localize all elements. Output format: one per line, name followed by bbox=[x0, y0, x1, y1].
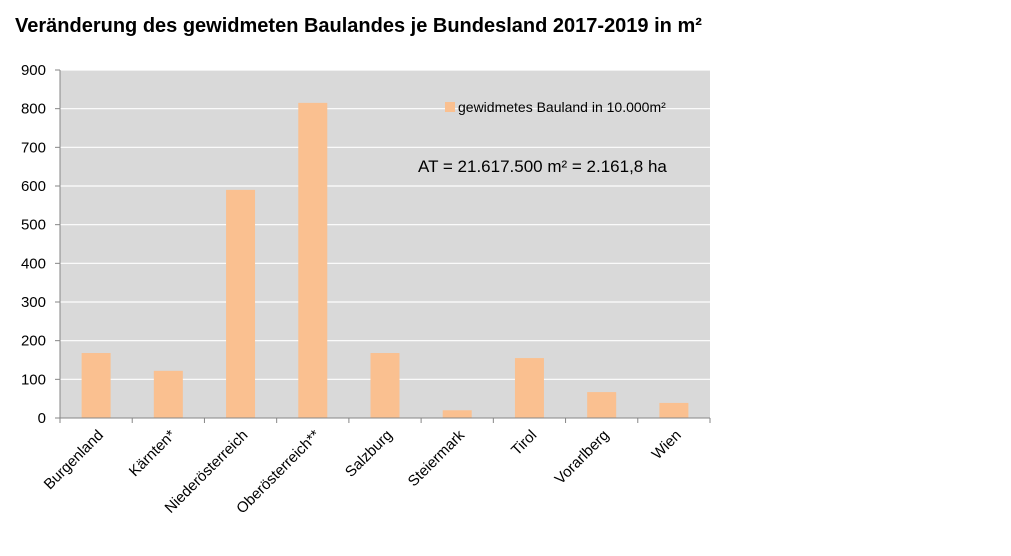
bar bbox=[298, 102, 328, 418]
y-tick-label: 0 bbox=[38, 410, 46, 427]
x-category-labels: Burgenland Kärnten*NiederösterreichOberös… bbox=[41, 426, 685, 517]
bar bbox=[81, 353, 111, 418]
legend-swatch bbox=[445, 102, 455, 112]
total-annotation: AT = 21.617.500 m² = 2.161,8 ha bbox=[418, 157, 667, 176]
x-category-label: Steiermark bbox=[405, 426, 469, 490]
x-category-label: Burgenland bbox=[41, 427, 107, 493]
axes bbox=[55, 69, 711, 423]
bar bbox=[442, 410, 472, 418]
x-category-label: Kärnten* bbox=[126, 427, 179, 480]
y-tick-label: 700 bbox=[21, 139, 46, 156]
bar bbox=[514, 358, 544, 418]
y-tick-label: 800 bbox=[21, 101, 46, 118]
bar bbox=[587, 392, 617, 418]
bar bbox=[226, 189, 256, 418]
legend-label: gewidmetes Bauland in 10.000m² bbox=[458, 99, 666, 115]
x-category-label: Salzburg bbox=[342, 427, 396, 481]
bar bbox=[153, 370, 183, 418]
y-tick-label: 200 bbox=[21, 333, 46, 350]
y-tick-label: 100 bbox=[21, 371, 46, 388]
x-category-label: Tirol bbox=[508, 427, 540, 459]
bar bbox=[659, 402, 689, 418]
bars bbox=[81, 102, 689, 418]
bar bbox=[370, 353, 400, 418]
legend: gewidmetes Bauland in 10.000m² bbox=[445, 99, 666, 115]
y-tick-label: 400 bbox=[21, 255, 46, 272]
x-category-label: Wien bbox=[649, 427, 685, 463]
y-tick-label: 900 bbox=[21, 62, 46, 79]
x-category-label: Vorarlberg bbox=[552, 427, 613, 488]
y-tick-label: 500 bbox=[21, 217, 46, 234]
y-tick-label: 600 bbox=[21, 178, 46, 195]
chart-title: Veränderung des gewidmeten Baulandes je … bbox=[15, 15, 702, 37]
y-tick-labels: 0 100 200 300 400 500 600 700 800 900 bbox=[21, 62, 46, 427]
y-tick-label: 300 bbox=[21, 294, 46, 311]
